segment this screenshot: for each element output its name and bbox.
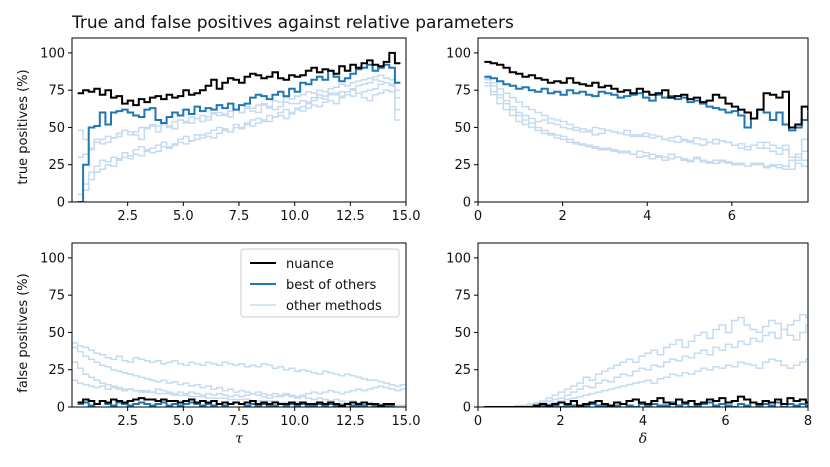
ytick-label: 100 xyxy=(40,251,65,266)
panel-tp-tau: 0 25 50 75 100 2.5 5.0 7.5 10.0 12.5 15.0 xyxy=(40,37,421,224)
xtick-label: 5.0 xyxy=(173,209,194,224)
series-other-methods-0 xyxy=(72,342,406,387)
ytick-label: 75 xyxy=(454,84,471,99)
series-other-methods-2 xyxy=(72,361,406,407)
series-nuance-4 xyxy=(484,395,808,407)
ytick-label: 25 xyxy=(454,158,471,173)
series-group xyxy=(484,313,808,407)
xtick-label: 8 xyxy=(804,414,812,429)
xtick-label: 7.5 xyxy=(229,209,250,224)
series-other-methods-2 xyxy=(484,84,808,170)
panel-tp-delta: 0 25 50 75 100 0 2 4 6 xyxy=(446,37,809,224)
ytick-label: 25 xyxy=(48,363,65,378)
ylabel-false-positives: false positives (%) xyxy=(16,273,31,392)
ytick-label: 0 xyxy=(463,401,471,416)
legend-label: nuance xyxy=(286,257,334,272)
xtick-label: 6 xyxy=(728,209,736,224)
ytick-label: 0 xyxy=(463,196,471,211)
series-other-methods-0 xyxy=(77,89,401,150)
series-nuance-5 xyxy=(484,60,808,129)
series-other-methods-1 xyxy=(77,78,401,196)
xtick-label: 15.0 xyxy=(392,209,421,224)
ytick-label: 100 xyxy=(446,251,471,266)
series-group xyxy=(77,51,401,202)
ytick-label: 50 xyxy=(454,326,471,341)
xtick-label: 2 xyxy=(558,209,566,224)
legend-label: best of others xyxy=(286,278,377,293)
legend: nuance best of others other methods xyxy=(240,248,400,318)
ytick-label: 50 xyxy=(48,121,65,136)
legend-box xyxy=(240,248,400,318)
xlabel-fp-delta: δ xyxy=(639,431,647,447)
legend-label: other methods xyxy=(286,299,382,314)
xtick-label: 12.5 xyxy=(336,414,365,429)
series-other-methods-1 xyxy=(484,81,808,170)
series-group xyxy=(72,342,406,407)
xtick-label: 10.0 xyxy=(280,209,309,224)
xtick-label: 0 xyxy=(474,414,482,429)
panel-fp-delta: 0 25 50 75 100 0 2 4 6 8 δ xyxy=(446,242,812,447)
series-best-of-others-4 xyxy=(77,63,401,202)
xtick-label: 2.5 xyxy=(117,209,138,224)
xtick-label: 15.0 xyxy=(392,414,421,429)
xtick-label: 10.0 xyxy=(280,414,309,429)
axes-frame xyxy=(477,37,809,203)
ytick-label: 75 xyxy=(454,289,471,304)
ylabel-true-positives: true positives (%) xyxy=(16,69,31,184)
ytick-label: 50 xyxy=(48,326,65,341)
ytick-label: 50 xyxy=(454,121,471,136)
series-other-methods-3 xyxy=(72,379,406,399)
xtick-label: 4 xyxy=(639,414,647,429)
ytick-label: 25 xyxy=(454,363,471,378)
panel-fp-tau: 0 25 50 75 100 2.5 5.0 7.5 10.0 12.5 15.0 τ xyxy=(40,242,421,447)
series-other-methods-3 xyxy=(484,77,808,159)
ytick-label: 25 xyxy=(48,158,65,173)
xtick-label: 6 xyxy=(721,414,729,429)
ytick-label: 75 xyxy=(48,84,65,99)
series-nuance-5 xyxy=(77,397,395,407)
series-nuance-5 xyxy=(77,51,401,107)
xtick-label: 2 xyxy=(556,414,564,429)
xtick-label: 5.0 xyxy=(173,414,194,429)
chart-title: True and false positives against relativ… xyxy=(71,13,514,33)
series-other-methods-1 xyxy=(484,313,808,407)
series-best-of-others-4 xyxy=(484,75,808,132)
series-other-methods-2 xyxy=(77,81,401,202)
ytick-label: 100 xyxy=(446,46,471,61)
axes-frame xyxy=(71,37,407,203)
series-other-methods-0 xyxy=(484,316,808,407)
ytick-label: 75 xyxy=(48,289,65,304)
xtick-label: 4 xyxy=(643,209,651,224)
ytick-label: 0 xyxy=(57,196,65,211)
series-group xyxy=(484,60,808,170)
xtick-label: 12.5 xyxy=(336,209,365,224)
xlabel-fp-tau: τ xyxy=(235,431,243,447)
xtick-label: 0 xyxy=(474,209,482,224)
series-other-methods-3 xyxy=(77,74,401,159)
series-other-methods-2 xyxy=(484,358,808,407)
ytick-label: 100 xyxy=(40,46,65,61)
ytick-label: 0 xyxy=(57,401,65,416)
xtick-label: 7.5 xyxy=(229,414,250,429)
xtick-label: 2.5 xyxy=(117,414,138,429)
panels: 0 25 50 75 100 2.5 5.0 7.5 10.0 12.5 15.0 0 25 50 75 10… xyxy=(40,37,812,447)
series-other-methods-1 xyxy=(72,346,406,407)
